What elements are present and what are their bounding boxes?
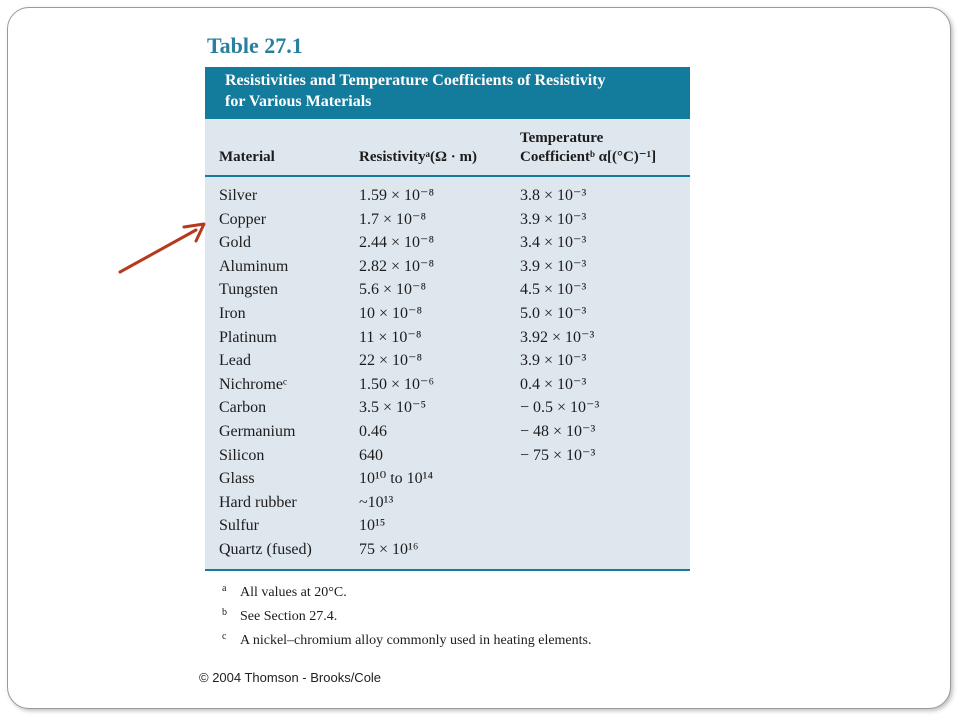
cell-temp-coefficient: 5.0 × 10⁻³: [520, 305, 587, 322]
header-rule: [205, 175, 690, 177]
cell-material: Gold: [219, 234, 251, 251]
cell-resistivity: 640: [359, 447, 383, 464]
table-body-panel: [205, 119, 690, 570]
table-title: Table 27.1: [207, 33, 303, 58]
cell-resistivity: 2.82 × 10⁻⁸: [359, 258, 435, 275]
cell-material: Germanium: [219, 423, 296, 440]
cell-resistivity: 1.50 × 10⁻⁶: [359, 376, 435, 393]
cell-temp-coefficient: − 0.5 × 10⁻³: [520, 399, 600, 416]
cell-temp-coefficient: 3.92 × 10⁻³: [520, 329, 595, 346]
cell-temp-coefficient: 3.9 × 10⁻³: [520, 258, 587, 275]
cell-resistivity: 3.5 × 10⁻⁵: [359, 399, 427, 416]
cell-material: Carbon: [219, 399, 267, 416]
caption-line-2: for Various Materials: [225, 93, 372, 110]
cell-resistivity: 22 × 10⁻⁸: [359, 352, 423, 369]
cell-material: Lead: [219, 352, 251, 369]
cell-resistivity: 1.59 × 10⁻⁸: [359, 187, 435, 204]
footnote-text: A nickel–chromium alloy commonly used in…: [240, 633, 592, 648]
cell-material: Silver: [219, 187, 258, 204]
cell-material: Aluminum: [219, 258, 289, 275]
cell-resistivity: 11 × 10⁻⁸: [359, 329, 422, 346]
cell-resistivity: 75 × 10¹⁶: [359, 541, 419, 558]
footnote: c A nickel–chromium alloy commonly used i…: [222, 631, 591, 649]
cell-material: Silicon: [219, 447, 265, 464]
bottom-rule: [205, 569, 690, 571]
header-material: Material: [219, 149, 275, 165]
cell-temp-coefficient: − 48 × 10⁻³: [520, 423, 596, 440]
cell-material: Hard rubber: [219, 494, 297, 511]
cell-resistivity: 10 × 10⁻⁸: [359, 305, 423, 322]
cell-temp-coefficient: 3.9 × 10⁻³: [520, 352, 587, 369]
cell-resistivity: ~10¹³: [359, 494, 394, 511]
cell-resistivity: 1.7 × 10⁻⁸: [359, 211, 427, 228]
cell-temp-coefficient: 3.8 × 10⁻³: [520, 187, 587, 204]
copyright: © 2004 Thomson - Brooks/Cole: [199, 670, 382, 685]
header-temp-line-2: Coefficientᵇ α[(°C)⁻¹]: [520, 149, 657, 165]
cell-temp-coefficient: 0.4 × 10⁻³: [520, 376, 587, 393]
cell-material: Quartz (fused): [219, 541, 312, 558]
cell-material: Glass: [219, 470, 255, 487]
cell-resistivity: 10¹⁰ to 10¹⁴: [359, 470, 434, 487]
footnote-mark: a: [222, 583, 227, 594]
header-resistivity: Resistivityᵃ(Ω · m): [359, 149, 478, 165]
footnote-text: All values at 20°C.: [240, 585, 347, 600]
cell-temp-coefficient: 4.5 × 10⁻³: [520, 281, 587, 298]
cell-resistivity: 2.44 × 10⁻⁸: [359, 234, 435, 251]
cell-material: Tungsten: [219, 281, 278, 298]
cell-material: Copper: [219, 211, 267, 228]
footnote-mark: c: [222, 631, 227, 642]
cell-temp-coefficient: 3.9 × 10⁻³: [520, 211, 587, 228]
header-temp-coefficient: Temperature Coefficientᵇ α[(°C)⁻¹]: [520, 129, 656, 167]
footnote-mark: b: [222, 607, 227, 618]
table-caption: Resistivities and Temperature Coefficien…: [225, 70, 680, 112]
header-temp-line-1: Temperature: [520, 130, 604, 146]
table-caption-bar: Resistivities and Temperature Coefficien…: [205, 67, 690, 119]
cell-material: Nichromeᶜ: [219, 376, 288, 393]
footnote-text: See Section 27.4.: [240, 609, 338, 624]
cell-resistivity: 5.6 × 10⁻⁸: [359, 281, 427, 298]
cell-material: Sulfur: [219, 517, 259, 534]
cell-material: Iron: [219, 305, 246, 322]
cell-temp-coefficient: 3.4 × 10⁻³: [520, 234, 587, 251]
cell-temp-coefficient: − 75 × 10⁻³: [520, 447, 596, 464]
cell-resistivity: 0.46: [359, 423, 387, 440]
footnote: a All values at 20°C.: [222, 583, 347, 601]
cell-material: Platinum: [219, 329, 277, 346]
caption-line-1: Resistivities and Temperature Coefficien…: [225, 72, 606, 89]
cell-resistivity: 10¹⁵: [359, 517, 386, 534]
footnote: b See Section 27.4.: [222, 607, 337, 625]
